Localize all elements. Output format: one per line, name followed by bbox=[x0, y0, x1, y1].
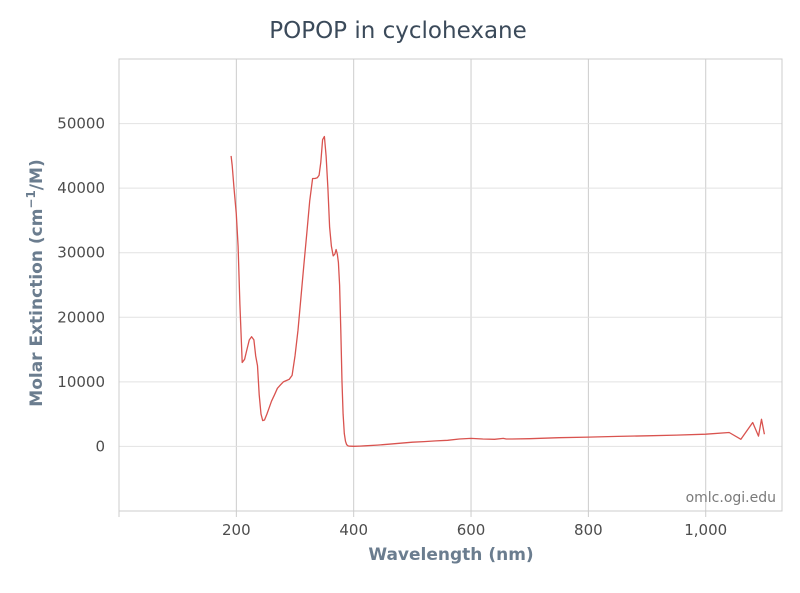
y-axis-title: Molar Extinction (cm−1/M) bbox=[24, 159, 47, 406]
x-tick-label: 1,000 bbox=[684, 521, 727, 539]
series-line bbox=[230, 135, 766, 447]
y-tick-label: 10000 bbox=[57, 373, 105, 391]
x-tick-label: 400 bbox=[339, 521, 368, 539]
grid bbox=[118, 59, 782, 517]
y-tick-labels: 0 10000 20000 30000 40000 50000 bbox=[57, 115, 105, 456]
y-tick-label: 40000 bbox=[57, 179, 105, 197]
x-tick-label: 600 bbox=[457, 521, 486, 539]
x-axis-title: Wavelength (nm) bbox=[368, 545, 533, 565]
y-tick-label: 20000 bbox=[57, 308, 105, 326]
y-tick-label: 30000 bbox=[57, 244, 105, 262]
y-axis-title-text: Molar Extinction (cm bbox=[27, 209, 47, 407]
plot-frame bbox=[118, 58, 783, 512]
y-tick-label: 50000 bbox=[57, 115, 105, 133]
chart-title: POPOP in cyclohexane bbox=[269, 18, 527, 44]
x-tick-label: 800 bbox=[574, 521, 603, 539]
x-tick-label: 200 bbox=[222, 521, 251, 539]
y-axis-title-unit: /M) bbox=[27, 159, 47, 190]
x-tick-labels: 200 400 600 800 1,000 bbox=[222, 521, 727, 539]
y-axis-title-superscript: −1 bbox=[24, 190, 38, 208]
credit-label: omlc.ogi.edu bbox=[686, 490, 776, 506]
y-tick-label: 0 bbox=[95, 437, 105, 455]
